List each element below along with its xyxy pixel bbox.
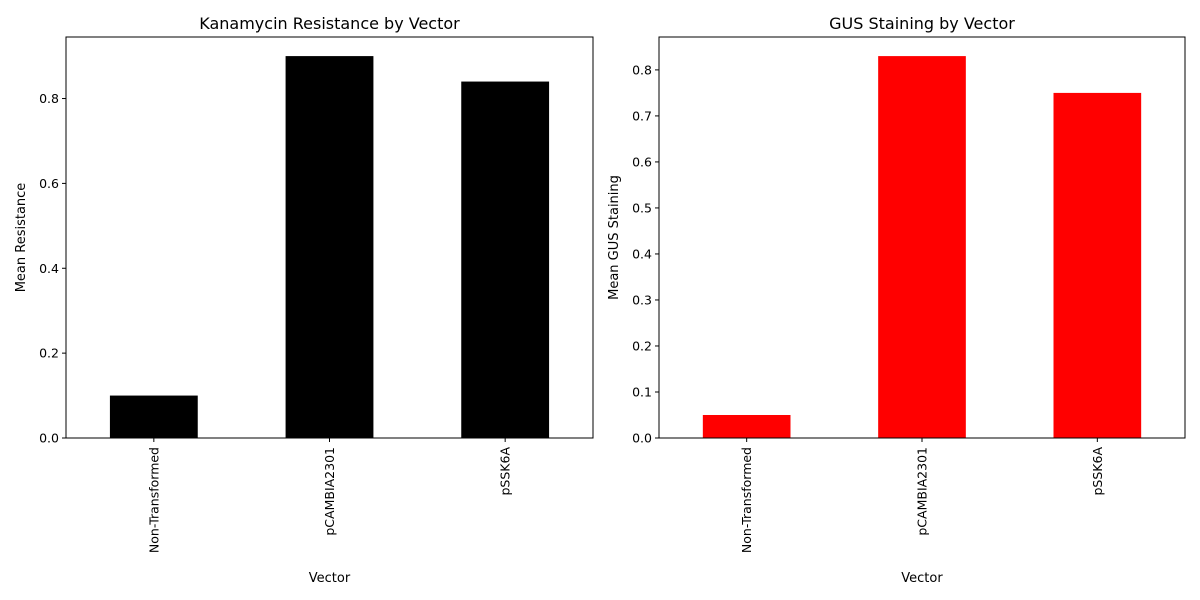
bar-1-3 [461, 81, 550, 439]
x-tick-label-1-1: Non-Transformed [146, 447, 161, 553]
y-tick-label-2-3: 0.2 [632, 338, 652, 353]
y-tick-label-2-9: 0.8 [632, 62, 652, 77]
x-tick-label-2-2: pCAMBIA2301 [915, 447, 930, 536]
bar-2-3 [1053, 92, 1142, 438]
y-tick-label-1-3: 0.4 [39, 261, 59, 276]
y-tick-label-2-2: 0.1 [632, 384, 652, 399]
y-tick-label-2-5: 0.4 [632, 246, 652, 261]
bar-1-2 [285, 56, 374, 438]
x-tick-label-1-2: pCAMBIA2301 [322, 447, 337, 536]
x-axis-label-1: Vector [309, 571, 351, 586]
chart-title-2: GUS Staining by Vector [829, 14, 1015, 33]
x-tick-label-1-3: pSSK6A [498, 447, 513, 496]
bar-2-2 [878, 56, 966, 438]
y-axis-label-1: Mean Resistance [14, 183, 29, 293]
x-tick-label-2-3: pSSK6A [1090, 447, 1105, 496]
bar-2-1 [702, 414, 791, 438]
y-tick-label-2-1: 0.0 [632, 431, 652, 446]
y-tick-label-1-1: 0.0 [39, 431, 59, 446]
bar-1-1 [109, 395, 198, 438]
y-tick-label-1-2: 0.2 [39, 346, 59, 361]
y-axis-label-2: Mean GUS Staining [607, 175, 622, 300]
chart-title-1: Kanamycin Resistance by Vector [199, 14, 460, 33]
x-axis-label-2: Vector [901, 571, 943, 586]
y-tick-label-1-4: 0.6 [39, 176, 59, 191]
y-tick-label-2-8: 0.7 [632, 108, 652, 123]
y-tick-label-1-5: 0.8 [39, 91, 59, 106]
y-tick-label-2-6: 0.5 [632, 200, 652, 215]
y-tick-label-2-7: 0.6 [632, 154, 652, 169]
y-tick-label-2-4: 0.3 [632, 292, 652, 307]
x-tick-label-2-1: Non-Transformed [739, 447, 754, 553]
